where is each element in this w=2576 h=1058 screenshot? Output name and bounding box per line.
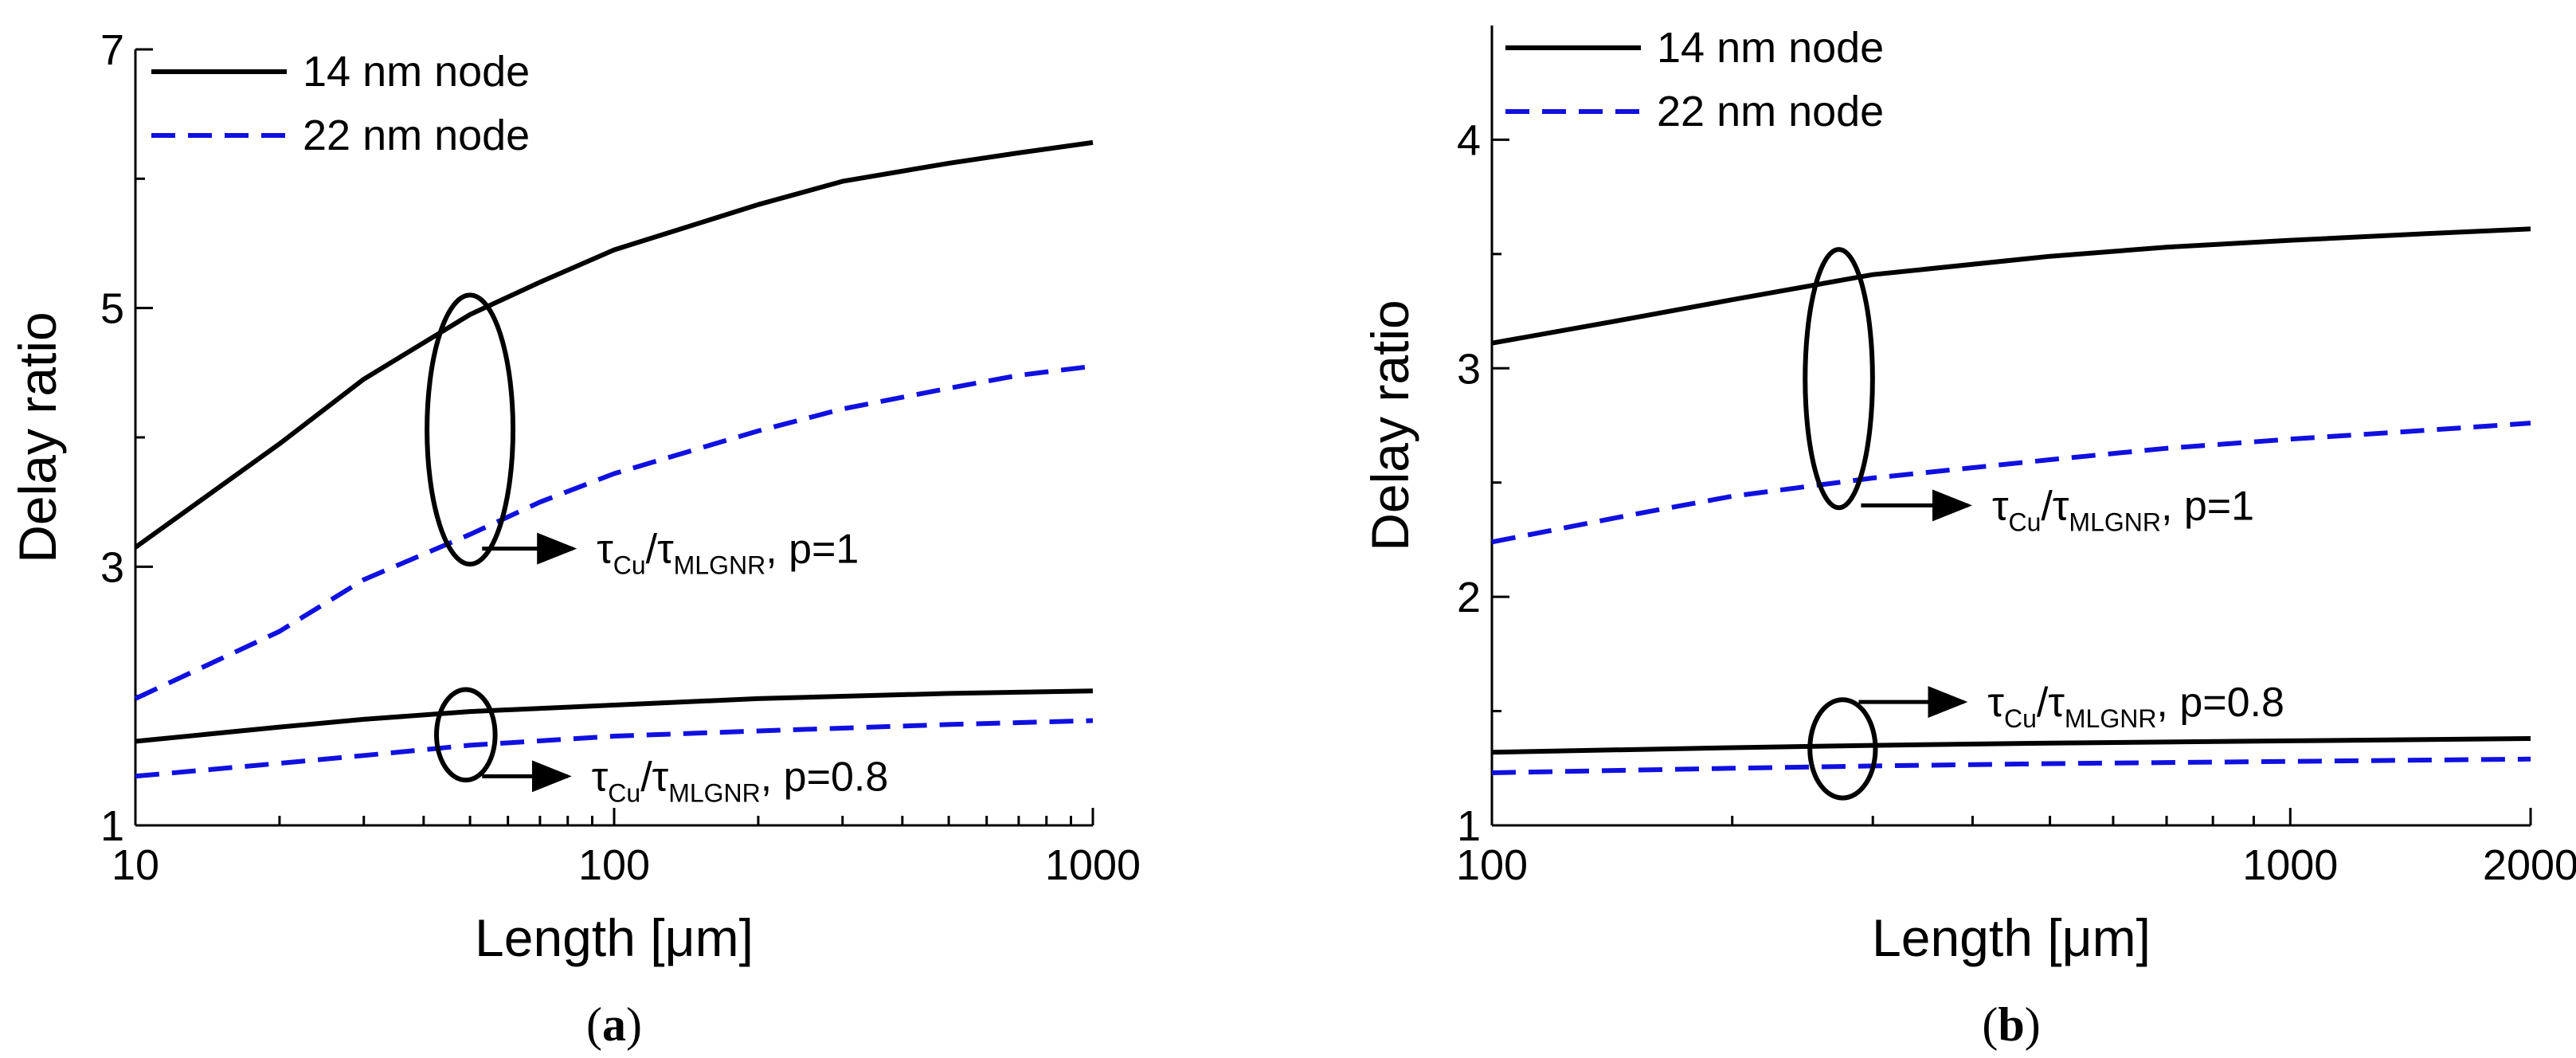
series-line [134, 139, 1094, 550]
y-axis-title: Delay ratio [1360, 300, 1419, 551]
y-tick-label: 1 [100, 802, 124, 850]
series-line [1491, 226, 2531, 346]
x-tick-label: 1000 [1045, 841, 1141, 889]
y-tick-label: 5 [100, 285, 124, 333]
series-line [135, 688, 1094, 744]
legend-label: 14 nm node [303, 48, 530, 96]
y-tick-label: 3 [1457, 345, 1481, 393]
x-axis-title: Length [μm] [475, 908, 754, 967]
x-tick-label: 2000 [2483, 841, 2576, 889]
chart-panel-b: 100 1000 2000 1 2 3 4 Length [μm] Delay ratio 14 … [1360, 24, 2576, 1051]
annotation-label: τCu/τMLGNR, p=1 [1992, 483, 2254, 536]
series-line [1491, 736, 2531, 755]
panel-label: (b) [1982, 998, 2040, 1051]
annotation-label: τCu/τMLGNR, p=1 [597, 527, 859, 580]
annotation-ellipse [425, 292, 516, 567]
annotation-label: τCu/τMLGNR, p=0.8 [592, 754, 888, 807]
y-tick-label: 7 [100, 26, 124, 74]
panel-label: (a) [586, 998, 642, 1051]
legend-label: 22 nm node [1657, 88, 1884, 135]
x-tick-label: 100 [1456, 841, 1528, 889]
series-line [1491, 421, 2531, 545]
legend-label: 22 nm node [303, 112, 530, 159]
y-tick-label: 3 [100, 543, 124, 591]
x-tick-label: 100 [578, 841, 650, 889]
x-axis-title: Length [μm] [1872, 908, 2151, 967]
y-tick-label: 2 [1457, 574, 1481, 621]
series-line [1491, 756, 2531, 775]
annotation-label: τCu/τMLGNR, p=0.8 [1987, 680, 2284, 733]
annotation-ellipse [1807, 697, 1878, 801]
chart-panel-a: 10 100 1000 1 3 5 7 Length [μm] Delay ratio 14 nm… [8, 26, 1141, 1051]
y-tick-label: 4 [1457, 116, 1481, 164]
x-tick-label: 1000 [2242, 841, 2338, 889]
legend-label: 14 nm node [1657, 24, 1884, 72]
series-line [134, 363, 1094, 701]
x-tick-label: 10 [112, 841, 159, 889]
series-line [135, 718, 1094, 779]
y-axis-title: Delay ratio [8, 312, 67, 562]
annotation-ellipse [434, 687, 498, 783]
annotation-ellipse [1803, 247, 1875, 511]
y-tick-label: 1 [1457, 802, 1481, 850]
